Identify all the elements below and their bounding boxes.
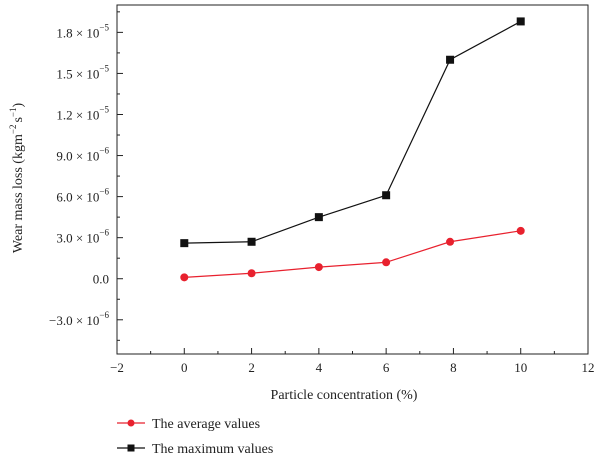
legend-item: The maximum values xyxy=(117,442,273,457)
data-point xyxy=(247,269,256,278)
x-tick-label: 4 xyxy=(316,360,323,375)
data-point xyxy=(247,237,256,246)
y-axis-title-sup1: −2 xyxy=(8,125,18,135)
legend-marker xyxy=(127,444,135,452)
y-tick-label: 6.0 × 10−6 xyxy=(56,187,109,205)
y-tick-label: 1.2 × 10−5 xyxy=(56,104,109,122)
x-axis-title: Particle concentration (%) xyxy=(271,388,418,403)
y-tick-label: 3.0 × 10−6 xyxy=(56,228,109,246)
y-tick-label: 1.5 × 10−5 xyxy=(56,63,109,81)
series-average xyxy=(180,226,525,282)
data-point xyxy=(516,17,525,26)
x-tick-label: 6 xyxy=(383,360,390,375)
x-tick-label: 2 xyxy=(248,360,255,375)
legend-label: The maximum values xyxy=(152,442,273,457)
x-tick-label: 0 xyxy=(181,360,188,375)
y-tick-label: −3.0 × 10−6 xyxy=(49,310,109,328)
ticks: −2 0 2 4 6 8 10 12 −3.0 × 10−6 0.0 3.0 × 10−6 6.0 ×… xyxy=(49,11,595,375)
data-point xyxy=(382,258,391,267)
legend-item: The average values xyxy=(117,417,260,432)
y-tick-label: 9.0 × 10−6 xyxy=(56,146,109,164)
x-tick-label: −2 xyxy=(110,360,124,375)
y-axis-title-end: ) xyxy=(11,103,26,108)
y-axis-title: Wear mass loss (kgm−2 s−1) xyxy=(8,103,26,254)
data-point xyxy=(314,213,323,222)
y-tick-label: 1.8 × 10−5 xyxy=(56,22,109,40)
data-point xyxy=(382,191,391,200)
y-axis-title-mid: s xyxy=(11,117,26,122)
series-maximum xyxy=(180,17,525,248)
y-axis-title-main: Wear mass loss (kgm xyxy=(11,134,26,253)
x-tick-label: 8 xyxy=(450,360,457,375)
data-point xyxy=(180,273,189,282)
y-axis-title-sup2: −1 xyxy=(8,108,18,118)
data-point xyxy=(446,55,455,64)
series xyxy=(180,17,525,282)
series-line xyxy=(184,230,521,278)
data-point xyxy=(314,263,323,272)
y-tick-label: 0.0 xyxy=(93,272,109,287)
x-tick-label: 10 xyxy=(514,360,527,375)
legend-marker xyxy=(127,419,135,427)
series-line xyxy=(184,20,522,244)
x-tick-label: 12 xyxy=(582,360,595,375)
legend: The average values The maximum values xyxy=(117,417,273,457)
legend-label: The average values xyxy=(152,417,260,432)
data-point xyxy=(180,239,189,248)
plot-frame xyxy=(116,4,589,355)
axes xyxy=(116,4,589,355)
data-point xyxy=(516,226,525,235)
data-point xyxy=(446,237,455,246)
